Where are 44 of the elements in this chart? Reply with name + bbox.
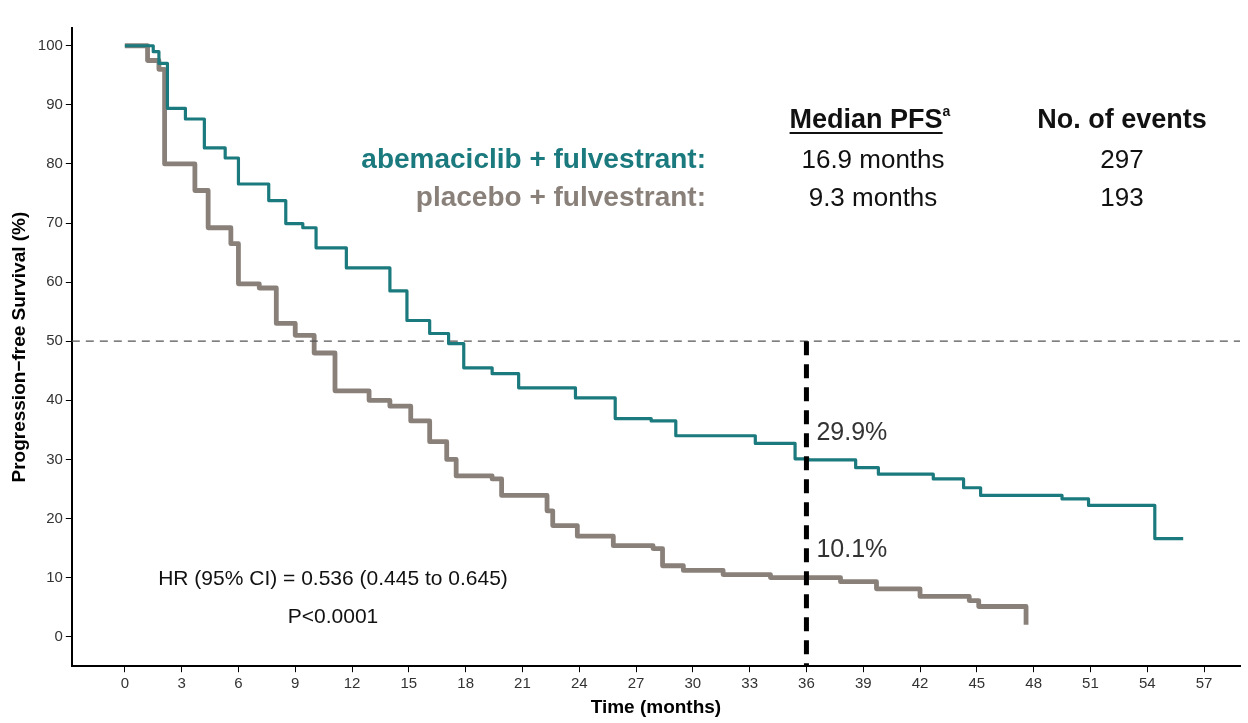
x-tick-label: 9 [291, 674, 300, 692]
x-tick-label: 30 [684, 674, 702, 692]
y-tick-label: 10 [46, 567, 63, 585]
annotation: No. of events [1037, 104, 1207, 134]
y-tick-label: 100 [37, 35, 63, 53]
x-tick-label: 27 [627, 674, 645, 692]
text: placebo + fulvestrant: [415, 181, 706, 212]
annotation: 9.3 months [808, 182, 938, 212]
x-tick-label: 3 [177, 674, 186, 692]
x-tick-label: 57 [1195, 674, 1213, 692]
y-tick-label: 80 [46, 154, 63, 172]
annotation: P<0.0001 [287, 604, 379, 627]
annotation: 10.1% [816, 533, 888, 562]
x-tick-label: 0 [120, 674, 130, 692]
x-tick-label: 15 [400, 674, 418, 692]
y-tick-label: 90 [46, 94, 63, 112]
annotation: 193 [1100, 182, 1144, 212]
x-tick-label: 24 [570, 674, 588, 692]
annotation: HR (95% CI) = 0.536 (0.445 to 0.645) [158, 566, 508, 589]
y-axis-title: Progression−free Survival (%) [7, 211, 29, 483]
text: abemaciclib + fulvestrant: [361, 143, 707, 174]
x-tick-label: 48 [1025, 674, 1042, 692]
y-tick-label: 0 [54, 626, 63, 644]
x-tick-label: 12 [343, 674, 361, 692]
annotation: 297 [1100, 144, 1144, 174]
x-tick-label: 39 [854, 674, 872, 692]
y-tick-label: 50 [46, 331, 63, 349]
annotation: 29.9% [816, 416, 888, 445]
y-tick-label: 70 [46, 213, 63, 231]
x-tick-label: 33 [741, 674, 758, 692]
annotation: 16.9 months [801, 144, 945, 174]
y-tick-label: 60 [46, 272, 63, 290]
x-tick-label: 18 [457, 674, 474, 692]
y-tick-label: 20 [46, 508, 63, 526]
x-tick-label: 36 [798, 674, 815, 692]
x-axis-title: Time (months) [590, 695, 722, 717]
x-tick-label: 42 [911, 674, 929, 692]
x-tick-label: 51 [1082, 674, 1099, 692]
x-tick-label: 54 [1138, 674, 1156, 692]
y-tick-label: 30 [46, 449, 63, 467]
x-tick-label: 6 [234, 674, 243, 692]
x-tick-label: 45 [968, 674, 986, 692]
x-tick-label: 21 [514, 674, 531, 692]
y-tick-label: 40 [46, 390, 63, 408]
